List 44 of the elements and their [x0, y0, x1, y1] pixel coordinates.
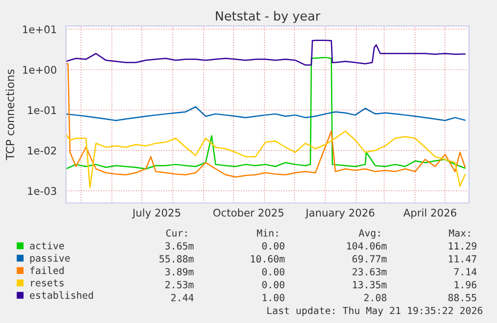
text: 0.00 — [262, 242, 284, 250]
text: 2.53m — [165, 280, 194, 288]
text: 13.35m — [353, 280, 387, 288]
text: 69.77m — [352, 255, 387, 263]
text: Cur: — [166, 229, 187, 237]
legend-label: established — [30, 291, 93, 299]
text: 7.14 — [454, 268, 477, 276]
text: 0.00 — [262, 280, 284, 288]
text: 2.44 — [171, 294, 194, 302]
line-series — [66, 106, 466, 122]
text: 55.88m — [160, 255, 194, 263]
text: 2.08 — [364, 294, 386, 302]
text: 3.65m — [165, 242, 194, 250]
legend-label: active — [30, 242, 64, 250]
text: 11.29 — [448, 242, 476, 250]
y-tick-label: 1e-03 — [28, 187, 56, 195]
y-tick-label: 1e+00 — [23, 66, 56, 74]
text: Last update: Thu May 21 19:35:22 2026 — [267, 306, 482, 316]
legend-label: failed — [30, 266, 64, 274]
text: 1.00 — [262, 294, 284, 302]
text: 3.89m — [165, 268, 194, 276]
text: 11.47 — [448, 255, 476, 262]
y-tick-label: 1e-02 — [28, 146, 56, 155]
x-tick-label: July 2025 — [132, 208, 180, 219]
text: Max: — [449, 229, 470, 237]
text: 88.55 — [448, 294, 476, 302]
chart-title: Netstat - by year — [216, 10, 320, 24]
text: 10.60m — [251, 255, 285, 263]
x-tick-label: April 2026 — [403, 208, 456, 219]
legend-label: passive — [30, 254, 70, 264]
x-tick-label: January 2026 — [305, 208, 374, 219]
text: Avg: — [358, 229, 380, 239]
text: Min: — [257, 229, 278, 237]
text: 104.06m — [347, 242, 387, 250]
text: 23.63m — [352, 268, 387, 276]
text: 1.96 — [454, 280, 476, 288]
y-tick-label: 1e+01 — [23, 25, 56, 34]
x-tick-label: October 2025 — [213, 208, 284, 217]
line-series — [66, 130, 466, 188]
y-tick-label: 1e-01 — [28, 106, 56, 114]
line-series — [66, 40, 466, 66]
y-axis-title: TCP connections — [6, 69, 14, 160]
legend-label: resets — [31, 279, 64, 286]
text: 0.00 — [262, 268, 284, 276]
